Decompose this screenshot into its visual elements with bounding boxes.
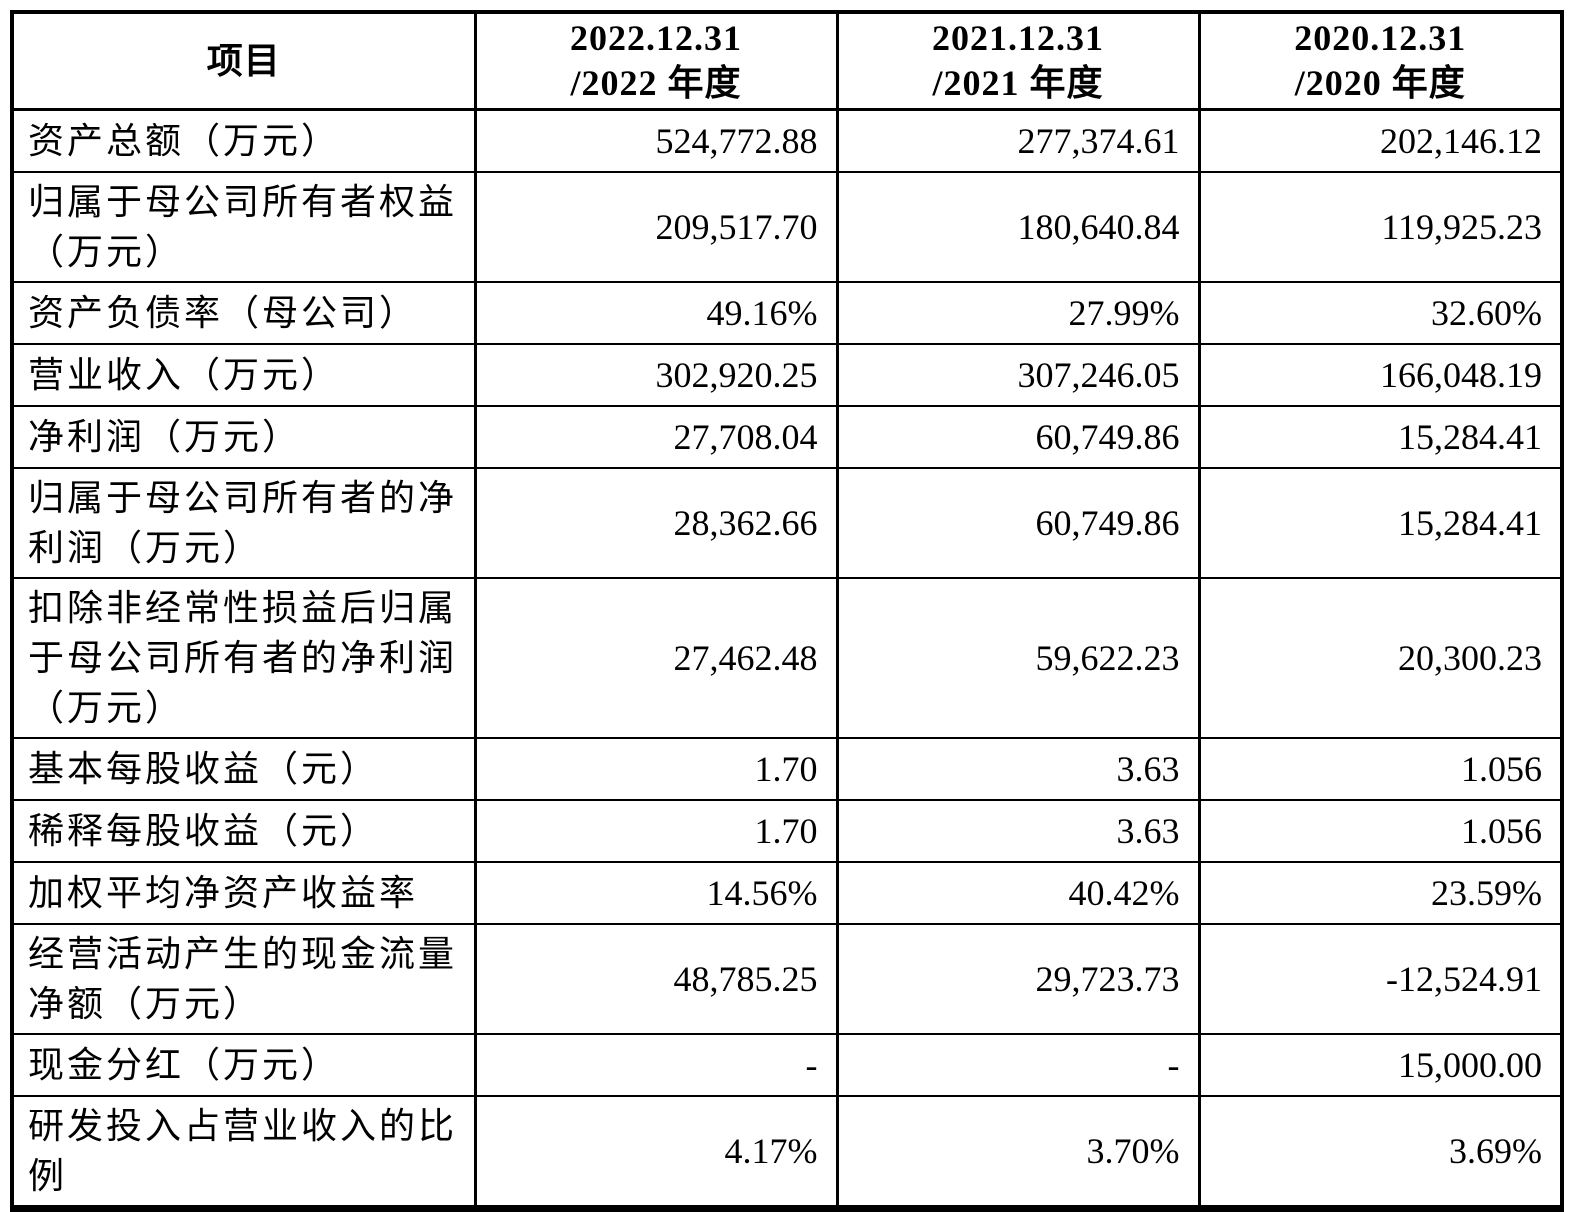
table-row: 现金分红（万元） - - 15,000.00 xyxy=(10,1032,1564,1097)
table-row: 稀释每股收益（元） 1.70 3.63 1.056 xyxy=(10,798,1564,863)
table-row: 经营活动产生的现金流量净额（万元） 48,785.25 29,723.73 -1… xyxy=(10,922,1564,1035)
value-2021: 59,622.23 xyxy=(835,576,1201,739)
value-2020: 20,300.23 xyxy=(1197,576,1564,739)
table-row: 净利润（万元） 27,708.04 60,749.86 15,284.41 xyxy=(10,404,1564,469)
value-2021: 277,374.61 xyxy=(835,108,1201,173)
period-2022-year: /2022 年度 xyxy=(570,63,742,103)
value-2022: 1.70 xyxy=(473,798,839,863)
value-2022: 1.70 xyxy=(473,736,839,801)
value-2021: - xyxy=(835,1032,1201,1097)
value-2022: 209,517.70 xyxy=(473,170,839,283)
value-2020: 23.59% xyxy=(1197,860,1564,925)
table-row: 基本每股收益（元） 1.70 3.63 1.056 xyxy=(10,736,1564,801)
value-2021: 29,723.73 xyxy=(835,922,1201,1035)
value-2021: 3.63 xyxy=(835,798,1201,863)
row-label: 净利润（万元） xyxy=(10,404,477,469)
financial-summary-table: 项目 2022.12.31 /2022 年度 2021.12.31 /2021 … xyxy=(10,10,1564,1212)
value-2021: 180,640.84 xyxy=(835,170,1201,283)
value-2022: 48,785.25 xyxy=(473,922,839,1035)
value-2020: 119,925.23 xyxy=(1197,170,1564,283)
table-row: 归属于母公司所有者的净利润（万元） 28,362.66 60,749.86 15… xyxy=(10,466,1564,579)
row-label: 归属于母公司所有者权益（万元） xyxy=(10,170,477,283)
table-header: 项目 2022.12.31 /2022 年度 2021.12.31 /2021 … xyxy=(10,11,1564,111)
row-label: 资产负债率（母公司） xyxy=(10,280,477,345)
table-row: 加权平均净资产收益率 14.56% 40.42% 23.59% xyxy=(10,860,1564,925)
value-2020: -12,524.91 xyxy=(1197,922,1564,1035)
period-2020-date: 2020.12.31 xyxy=(1294,18,1467,58)
header-period-2020-cell: 2020.12.31 /2020 年度 xyxy=(1197,11,1564,111)
row-label: 归属于母公司所有者的净利润（万元） xyxy=(10,466,477,579)
row-label: 研发投入占营业收入的比例 xyxy=(10,1094,477,1209)
header-row: 项目 2022.12.31 /2022 年度 2021.12.31 /2021 … xyxy=(10,11,1564,111)
value-2020: 166,048.19 xyxy=(1197,342,1564,407)
table-row: 营业收入（万元） 302,920.25 307,246.05 166,048.1… xyxy=(10,342,1564,407)
value-2022: - xyxy=(473,1032,839,1097)
value-2022: 524,772.88 xyxy=(473,108,839,173)
value-2022: 28,362.66 xyxy=(473,466,839,579)
period-2021-date: 2021.12.31 xyxy=(932,18,1104,58)
value-2021: 27.99% xyxy=(835,280,1201,345)
value-2022: 14.56% xyxy=(473,860,839,925)
table-row: 资产负债率（母公司） 49.16% 27.99% 32.60% xyxy=(10,280,1564,345)
value-2022: 49.16% xyxy=(473,280,839,345)
header-item-cell: 项目 xyxy=(10,11,477,111)
value-2021: 60,749.86 xyxy=(835,466,1201,579)
value-2021: 307,246.05 xyxy=(835,342,1201,407)
value-2020: 32.60% xyxy=(1197,280,1564,345)
row-label: 加权平均净资产收益率 xyxy=(10,860,477,925)
value-2020: 1.056 xyxy=(1197,736,1564,801)
row-label: 资产总额（万元） xyxy=(10,108,477,173)
header-period-2021-cell: 2021.12.31 /2021 年度 xyxy=(835,11,1201,111)
value-2020: 202,146.12 xyxy=(1197,108,1564,173)
header-period-2022-cell: 2022.12.31 /2022 年度 xyxy=(473,11,839,111)
value-2020: 15,000.00 xyxy=(1197,1032,1564,1097)
row-label: 稀释每股收益（元） xyxy=(10,798,477,863)
table-row: 归属于母公司所有者权益（万元） 209,517.70 180,640.84 11… xyxy=(10,170,1564,283)
table-row: 研发投入占营业收入的比例 4.17% 3.70% 3.69% xyxy=(10,1094,1564,1209)
row-label: 营业收入（万元） xyxy=(10,342,477,407)
period-2022-date: 2022.12.31 xyxy=(570,18,742,58)
value-2022: 4.17% xyxy=(473,1094,839,1209)
value-2021: 60,749.86 xyxy=(835,404,1201,469)
value-2020: 15,284.41 xyxy=(1197,466,1564,579)
value-2022: 302,920.25 xyxy=(473,342,839,407)
table-row: 扣除非经常性损益后归属于母公司所有者的净利润（万元） 27,462.48 59,… xyxy=(10,576,1564,739)
row-label: 现金分红（万元） xyxy=(10,1032,477,1097)
table-body: 资产总额（万元） 524,772.88 277,374.61 202,146.1… xyxy=(10,108,1564,1209)
value-2022: 27,708.04 xyxy=(473,404,839,469)
value-2021: 3.70% xyxy=(835,1094,1201,1209)
value-2021: 3.63 xyxy=(835,736,1201,801)
value-2022: 27,462.48 xyxy=(473,576,839,739)
row-label: 经营活动产生的现金流量净额（万元） xyxy=(10,922,477,1035)
period-2021-year: /2021 年度 xyxy=(932,63,1104,103)
value-2020: 15,284.41 xyxy=(1197,404,1564,469)
period-2020-year: /2020 年度 xyxy=(1294,63,1466,103)
row-label: 扣除非经常性损益后归属于母公司所有者的净利润（万元） xyxy=(10,576,477,739)
value-2020: 3.69% xyxy=(1197,1094,1564,1209)
row-label: 基本每股收益（元） xyxy=(10,736,477,801)
value-2021: 40.42% xyxy=(835,860,1201,925)
table-row: 资产总额（万元） 524,772.88 277,374.61 202,146.1… xyxy=(10,108,1564,173)
value-2020: 1.056 xyxy=(1197,798,1564,863)
